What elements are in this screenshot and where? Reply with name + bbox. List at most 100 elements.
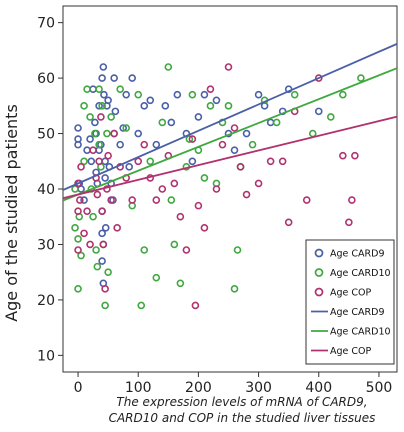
x-tick-label: 400	[305, 380, 332, 396]
data-point	[107, 113, 115, 121]
fit-line-series-1	[63, 43, 397, 191]
data-point	[191, 301, 200, 310]
data-point	[200, 224, 209, 232]
data-point	[74, 124, 82, 132]
data-point	[200, 90, 209, 99]
data-point	[194, 201, 203, 210]
data-point	[111, 107, 120, 116]
data-point	[158, 118, 167, 127]
data-point	[99, 240, 108, 249]
data-point	[74, 235, 82, 243]
x-tick-label: 500	[366, 380, 393, 396]
data-point	[98, 207, 106, 215]
legend-box	[305, 239, 395, 365]
legend-marker	[314, 248, 324, 258]
data-point	[290, 90, 299, 99]
data-point	[83, 207, 91, 215]
y-tick-label: 70	[37, 16, 55, 32]
data-point	[98, 257, 106, 265]
data-point	[348, 196, 356, 204]
data-point	[339, 90, 347, 99]
data-point	[87, 157, 96, 166]
data-point	[99, 63, 108, 71]
data-point	[95, 85, 103, 93]
data-point	[218, 140, 227, 149]
data-point	[104, 151, 112, 160]
legend-label: Age CARD9	[330, 307, 385, 318]
data-point	[314, 74, 323, 82]
data-point	[93, 262, 102, 271]
data-point	[146, 96, 155, 105]
data-point	[351, 151, 359, 160]
data-point	[100, 90, 108, 99]
data-point	[140, 246, 149, 254]
legend-label: Age CARD9	[330, 249, 385, 260]
data-point	[95, 102, 103, 110]
data-point	[77, 251, 85, 260]
data-point	[200, 174, 209, 182]
data-point	[86, 113, 94, 121]
data-point	[140, 102, 149, 110]
data-point	[266, 157, 275, 166]
y-tick-label: 10	[37, 348, 55, 364]
data-point	[242, 190, 251, 199]
data-point	[92, 246, 100, 254]
data-point	[95, 157, 103, 166]
data-point	[122, 124, 130, 132]
x-tick-label: 0	[74, 380, 83, 396]
data-point	[248, 140, 257, 149]
data-point	[176, 212, 185, 221]
legend-label: Age COP	[330, 346, 372, 357]
data-point	[242, 129, 251, 138]
x-tick-label: 300	[245, 380, 272, 396]
data-point	[176, 279, 185, 288]
data-point	[89, 212, 97, 221]
x-axis-title-line-2: CARD10 and COP in the studied liver tiss…	[109, 411, 376, 425]
data-point	[284, 218, 293, 227]
data-point	[137, 301, 146, 310]
legend-label: Age COP	[330, 288, 372, 299]
data-point	[98, 229, 106, 238]
data-point	[167, 118, 176, 127]
data-point	[233, 246, 242, 254]
data-point	[80, 102, 88, 110]
data-point	[134, 157, 143, 166]
data-point	[278, 157, 287, 166]
data-point	[152, 140, 161, 149]
data-point	[161, 102, 170, 110]
data-point	[80, 229, 88, 238]
data-point	[101, 301, 109, 310]
data-point	[230, 285, 239, 293]
legend-label: Age CARD10	[330, 268, 391, 279]
data-point	[97, 113, 105, 121]
data-point	[101, 174, 109, 182]
data-point	[158, 185, 167, 193]
data-point	[188, 135, 197, 143]
legend-marker	[314, 287, 324, 297]
data-point	[74, 285, 82, 293]
data-point	[128, 74, 137, 82]
data-point	[134, 129, 143, 138]
data-point	[272, 118, 281, 127]
data-point	[80, 157, 88, 166]
data-point	[194, 113, 203, 121]
data-point	[146, 157, 155, 166]
fit-line-series-2	[63, 67, 397, 202]
data-point	[254, 179, 263, 188]
data-point	[302, 196, 311, 204]
data-point	[104, 268, 112, 276]
data-point	[206, 85, 215, 93]
data-point	[188, 90, 197, 99]
data-point	[173, 90, 182, 99]
data-point	[76, 196, 84, 204]
data-point	[185, 135, 194, 143]
data-point	[224, 63, 233, 71]
x-tick-label: 200	[185, 380, 212, 396]
data-point	[152, 273, 161, 282]
data-point	[71, 224, 79, 232]
data-point	[95, 140, 103, 149]
legend: Age CARD9 Age CARD10 Age COP Age CARD9 Age C…	[305, 239, 395, 365]
data-point	[119, 124, 127, 132]
y-tick-label: 60	[37, 71, 55, 87]
